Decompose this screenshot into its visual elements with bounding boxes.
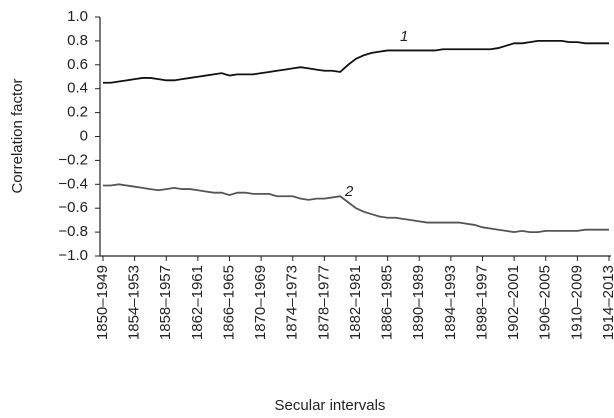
- x-tick-label: 1866–1965: [220, 265, 237, 340]
- x-tick-label: 1862–1961: [189, 265, 206, 340]
- series-line: [103, 183, 609, 234]
- x-tick-label: 1878–1977: [315, 265, 332, 340]
- y-tick-label: 0.4: [67, 80, 88, 97]
- x-tick-label: 1914–2013: [600, 265, 614, 340]
- y-tick-label: −0.8: [58, 223, 88, 240]
- x-tick-label: 1870–1969: [252, 265, 269, 340]
- x-tick-label: 1858–1957: [157, 265, 174, 340]
- x-tick-label: 1882–1981: [347, 265, 364, 340]
- y-tick-label: 0: [80, 127, 88, 144]
- x-tick-label: 1890–1989: [410, 265, 427, 340]
- y-tick-label: −0.4: [58, 175, 88, 192]
- series-label: 2: [344, 183, 354, 200]
- x-tick-label: 1854–1953: [126, 265, 143, 340]
- y-tick-label: −1.0: [58, 247, 88, 264]
- y-tick-label: 0.8: [67, 32, 88, 49]
- x-tick-label: 1850–1949: [94, 265, 111, 340]
- x-tick-label: 1894–1993: [442, 265, 459, 340]
- x-tick-label: 1902–2001: [505, 265, 522, 340]
- series-line: [103, 40, 609, 84]
- series-label: 1: [400, 28, 408, 45]
- x-tick-label: 1874–1973: [284, 265, 301, 340]
- y-tick-label: 1.0: [67, 8, 88, 25]
- x-tick-label: 1886–1985: [379, 265, 396, 340]
- y-tick-label: −0.6: [58, 199, 88, 216]
- x-axis-title: Secular intervals: [275, 397, 386, 414]
- x-tick-label: 1910–2009: [568, 265, 585, 340]
- x-tick-label: 1906–2005: [537, 265, 554, 340]
- x-tick-label: 1898–1997: [473, 265, 490, 340]
- y-tick-label: 0.6: [67, 56, 88, 73]
- y-tick-label: −0.2: [58, 151, 88, 168]
- y-axis-title: Correlation factor: [9, 78, 26, 193]
- y-tick-label: 0.2: [67, 104, 88, 121]
